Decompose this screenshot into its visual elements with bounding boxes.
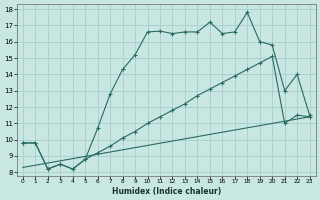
X-axis label: Humidex (Indice chaleur): Humidex (Indice chaleur) — [112, 187, 221, 196]
